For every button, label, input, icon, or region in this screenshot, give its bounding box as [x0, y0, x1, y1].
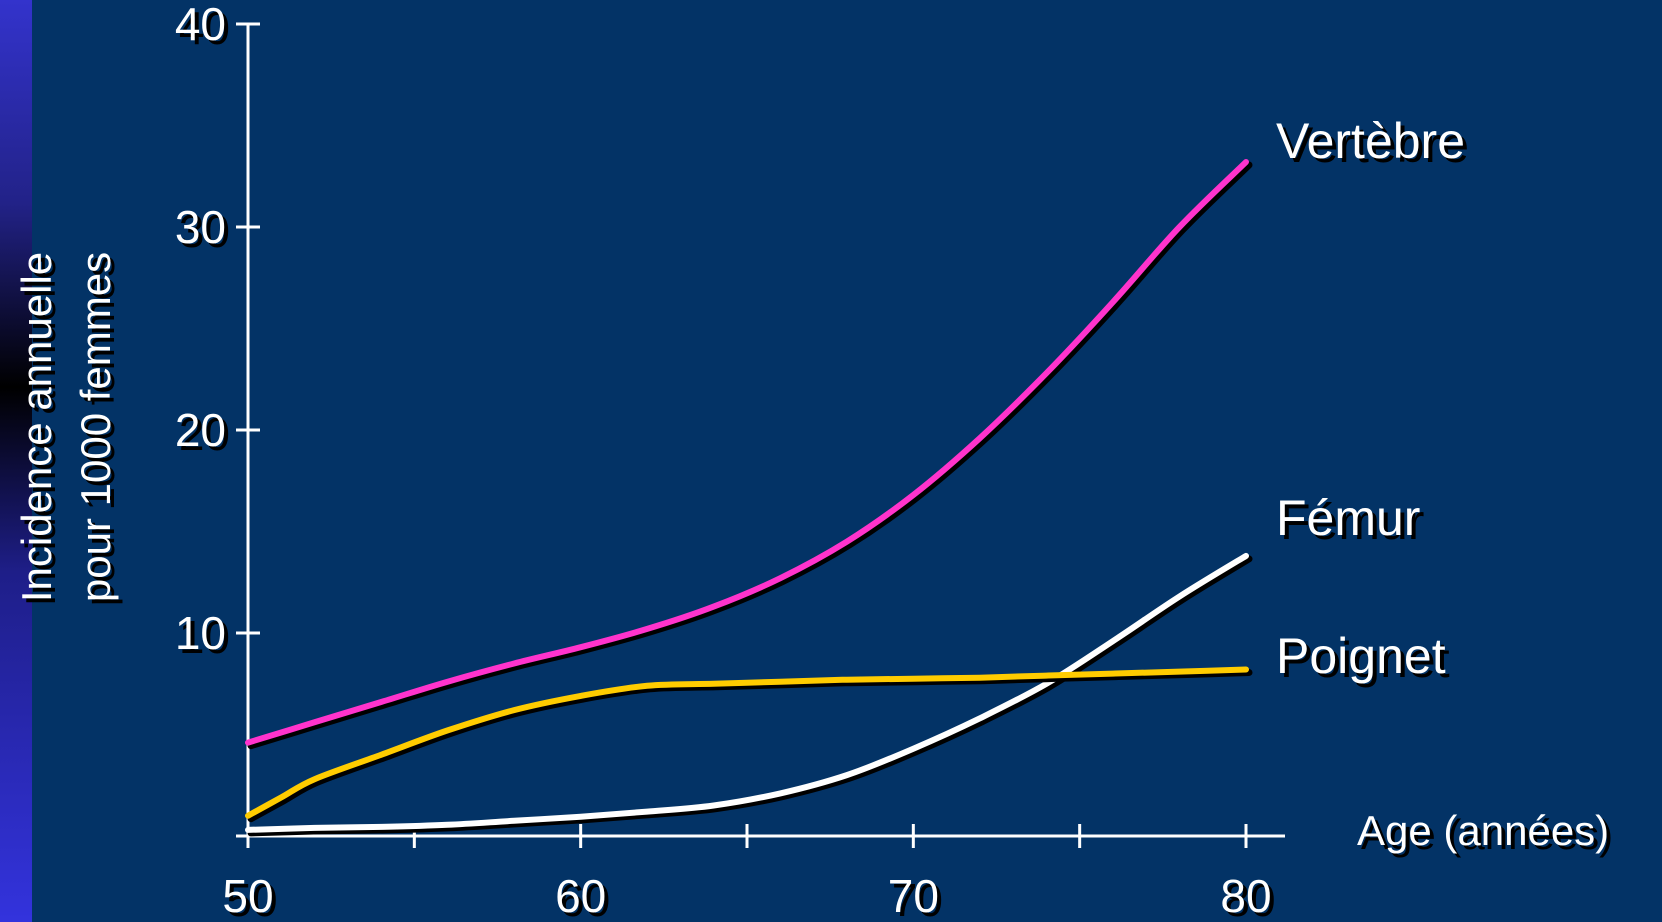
y-tick-label-40-shadow: 40 — [179, 2, 230, 54]
series-label-vertebre: Vertèbre — [1276, 113, 1465, 169]
series-label-poignet: Poignet — [1276, 628, 1446, 684]
y-tick-label-10-shadow: 10 — [179, 611, 230, 663]
series-line-vertebre-shadow — [247, 161, 1253, 750]
series-label-femur-shadow: Fémur — [1280, 494, 1424, 550]
y-tick-label-30-shadow: 30 — [179, 205, 230, 257]
x-axis-title-shadow: Age (années) — [1361, 811, 1613, 858]
y-tick-label-40: 40 — [175, 0, 226, 50]
y-tick-label-20: 20 — [175, 404, 226, 456]
x-tick-label-50-shadow: 50 — [226, 874, 277, 922]
x-tick-label-60: 60 — [555, 870, 606, 922]
y-tick-label-20-shadow: 20 — [179, 408, 230, 460]
series-label-femur: Fémur — [1276, 490, 1420, 546]
x-tick-label-70-shadow: 70 — [892, 874, 943, 922]
series-line-poignet-shadow — [247, 669, 1253, 823]
axes — [236, 22, 1285, 848]
y-axis-title: Incidence annuelle Incidence annuelle po… — [13, 252, 123, 606]
slide-accent-bar — [0, 0, 32, 922]
series-line-femur — [245, 552, 1249, 833]
x-axis-title: Age (années) Age (années) — [1357, 807, 1613, 858]
y-axis-title-line2-shadow: pour 1000 femmes — [76, 256, 123, 606]
series-line-femur-shadow — [247, 555, 1253, 837]
x-tick-label-70: 70 — [888, 870, 939, 922]
series-line-vertebre — [245, 159, 1249, 746]
series-label-poignet-shadow: Poignet — [1280, 632, 1450, 688]
x-tick-label-60-shadow: 60 — [559, 874, 610, 922]
y-tick-label-10: 10 — [175, 607, 226, 659]
x-tick-label-50: 50 — [222, 870, 273, 922]
y-axis-title-line1-shadow: Incidence annuelle — [17, 256, 64, 606]
y-axis-title-line2: pour 1000 femmes — [72, 252, 119, 602]
y-axis-title-line1: Incidence annuelle — [13, 252, 60, 602]
series-label-vertebre-shadow: Vertèbre — [1280, 117, 1469, 173]
x-tick-label-80: 80 — [1220, 870, 1271, 922]
y-tick-label-30: 30 — [175, 201, 226, 253]
series-lines — [245, 159, 1253, 837]
x-axis-title-text: Age (années) — [1357, 807, 1609, 854]
series-line-poignet — [245, 666, 1249, 819]
x-tick-label-80-shadow: 80 — [1224, 874, 1275, 922]
